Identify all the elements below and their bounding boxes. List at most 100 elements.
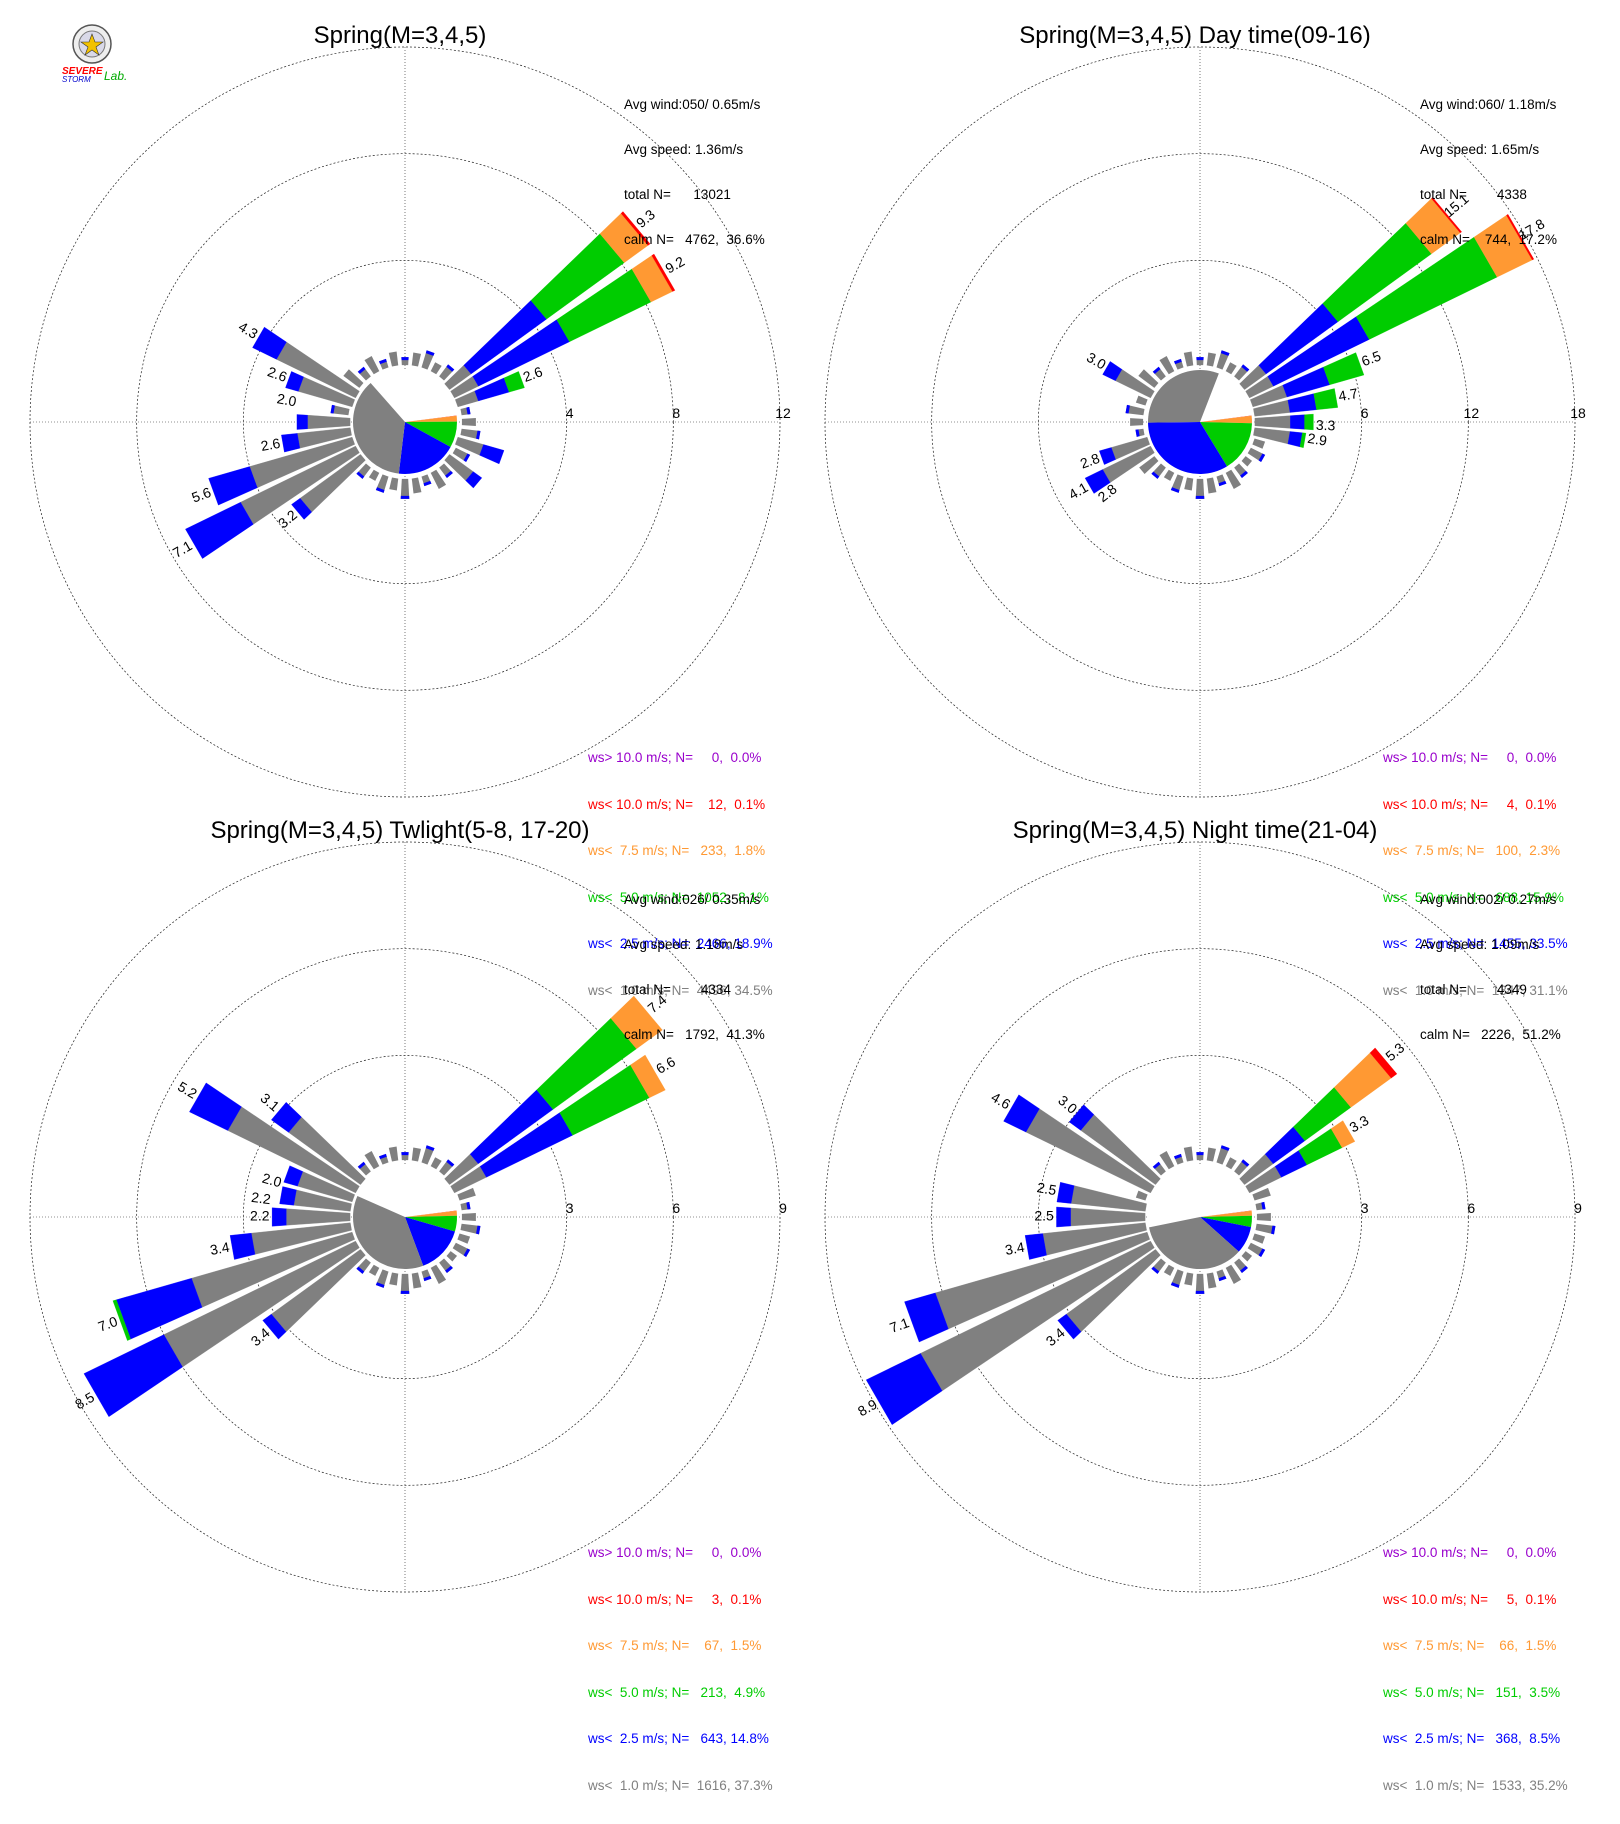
- windrose-chart-3: 3 6 95.33.33.48.97.13.42.52.54.6 3.0: [824, 841, 1582, 1593]
- bar-label: 2.5: [1034, 1208, 1054, 1224]
- rose-bar-minor-tip: [1170, 487, 1180, 493]
- chart-title: Spring(M=3,4,5) Twlight(5-8, 17-20): [210, 817, 590, 844]
- rose-bar-segment: [1506, 214, 1535, 261]
- legend-entry: ws< 2.5 m/s; N= 2466, 18.9%: [588, 936, 773, 951]
- bar-label: 5.3: [1382, 1039, 1407, 1064]
- rose-bar-segment: [252, 326, 287, 360]
- rose-bar-segment: [1070, 1185, 1147, 1212]
- calm-pie-slice: [1148, 422, 1228, 475]
- rose-bar-minor-tip: [476, 430, 481, 440]
- legend-entry: ws< 10.0 m/s; N= 5, 0.1%: [1383, 1591, 1557, 1607]
- bar-label: 3.0: [1084, 349, 1109, 373]
- rose-bar-minor: [330, 404, 350, 416]
- ring-label: 3: [1361, 1200, 1369, 1216]
- bar-label: 2.6: [521, 363, 545, 385]
- rose-bar-minor: [389, 1272, 399, 1286]
- logo-text-severe: SEVERE: [62, 66, 103, 77]
- rose-bar-minor-tip: [1151, 1266, 1160, 1274]
- rose-bar-segment: [620, 211, 651, 246]
- calm-pie-slice: [1149, 1217, 1239, 1269]
- bar-label: 2.0: [276, 390, 298, 409]
- rose-bar-segment: [296, 414, 308, 430]
- bar-label: 4.1: [1066, 479, 1091, 503]
- avg-speed: Avg speed: 1.65m/s: [1420, 142, 1540, 157]
- rose-bar-minor-tip: [1240, 1265, 1248, 1274]
- rose-bar-segment: [185, 502, 254, 559]
- legend-entry: ws< 2.5 m/s; N= 643, 14.8%: [588, 1731, 769, 1746]
- calm-pie-slice: [1200, 1210, 1252, 1217]
- rose-bar-minor: [1138, 369, 1159, 388]
- chart-title: Spring(M=3,4,5): [313, 22, 487, 49]
- rose-bar-minor: [460, 1223, 481, 1235]
- rose-bar-minor-tip: [1196, 1152, 1204, 1156]
- avg-speed: Avg speed: 1.09m/s: [1420, 937, 1540, 952]
- bar-label: 6.5: [1359, 347, 1383, 369]
- rose-bar-segment: [1056, 1206, 1071, 1228]
- rose-bar-minor-tip: [401, 1152, 409, 1156]
- legend-entry: ws< 7.5 m/s; N= 233, 1.8%: [588, 843, 766, 858]
- avg-speed: Avg speed: 1.18m/s: [624, 937, 744, 952]
- rose-bar-minor-tip: [1195, 1290, 1205, 1294]
- rose-bar-minor-tip: [375, 487, 385, 493]
- rose-bar-minor-tip: [1240, 470, 1248, 479]
- rose-bar-segment: [630, 1054, 666, 1099]
- rose-bar-minor: [430, 362, 442, 375]
- rose-bar-minor: [430, 469, 447, 489]
- rose-bar-minor: [1225, 1264, 1242, 1284]
- rose-bar-minor-tip: [423, 480, 432, 487]
- rose-bar-minor: [1183, 1146, 1194, 1162]
- rose-bar-minor: [364, 355, 380, 375]
- bar-label: 8.9: [855, 1396, 880, 1420]
- rose-bar-minor: [1206, 1147, 1216, 1162]
- calm-pie-slice: [405, 1210, 457, 1217]
- legend-entry: ws> 10.0 m/s; N= 0, 0.0%: [1383, 1545, 1557, 1560]
- logo-text-lab: Lab.: [104, 69, 127, 83]
- rose-bar-minor: [1225, 1157, 1237, 1170]
- rose-bar-minor-tip: [1218, 480, 1227, 487]
- bar-label: 4.6: [989, 1089, 1014, 1113]
- bar-label: 7.1: [170, 537, 195, 561]
- rose-bar-minor-tip: [1196, 357, 1204, 361]
- calm-pie-slice: [1148, 370, 1219, 423]
- rose-bar-minor-tip: [400, 1290, 410, 1294]
- rose-bar-minor: [1252, 1233, 1266, 1244]
- ring-label: 18: [1570, 405, 1586, 421]
- ring-label: 9: [1574, 1200, 1582, 1216]
- grid-ring: [136, 153, 674, 691]
- rose-bar-minor: [461, 418, 476, 426]
- rose-bar-segment: [1304, 413, 1314, 431]
- chart-title: Spring(M=3,4,5) Day time(09-16): [1019, 22, 1371, 49]
- rose-bar-segment: [1290, 414, 1305, 430]
- rose-bar-minor: [411, 477, 422, 494]
- legend-entry: ws< 1.0 m/s; N= 1616, 37.3%: [588, 1777, 773, 1793]
- legend-entry: ws< 10.0 m/s; N= 4, 0.1%: [1383, 796, 1557, 812]
- rose-bar-minor: [1206, 1272, 1217, 1289]
- rose-bar-minor: [364, 1150, 380, 1170]
- bar-label: 7.0: [96, 1313, 120, 1335]
- bar-label: 2.8: [1078, 450, 1102, 472]
- bar-label: 3.3: [1347, 1112, 1372, 1136]
- rose-bar-segment: [1313, 388, 1338, 410]
- avg-wind: Avg wind:026/ 0.35m/s: [624, 892, 761, 907]
- rose-bar-minor: [1159, 355, 1175, 375]
- bar-label: 8.5: [72, 1389, 97, 1413]
- bar-label: 3.4: [1004, 1239, 1026, 1258]
- rose-bar-segment: [1070, 1207, 1146, 1227]
- rose-bar-minor: [368, 469, 380, 481]
- avg-speed: Avg speed: 1.36m/s: [624, 142, 744, 157]
- rose-bar-minor: [1241, 456, 1253, 467]
- rose-bar-minor: [1130, 418, 1144, 426]
- windrose-panel: 6 12 18 15.1 17.8 6.5 4.7 3.3 2.9 2.8 4.1 2.8 3.0 Sp…: [795, 0, 1605, 998]
- legend-entry: ws< 1.0 m/s; N= 4496, 34.5%: [588, 982, 773, 998]
- rose-bar-minor-tip: [1152, 1161, 1161, 1169]
- rose-bar-segment: [1024, 1233, 1047, 1260]
- rose-bar-segment: [291, 498, 312, 520]
- rose-bar-minor: [1135, 395, 1148, 406]
- windrose-panel: 4 8 12 9.3 9.2 2.6 3.2 7.1 5.6 2.6 2.0 2.6 4.3 Sprin…: [0, 0, 810, 998]
- bar-label: 2.6: [260, 435, 282, 454]
- ring-label: 9: [779, 1200, 787, 1216]
- rose-bar-segment: [83, 1334, 183, 1417]
- rose-bar-segment: [1099, 447, 1116, 465]
- rose-bar-minor-tip: [1218, 1275, 1227, 1282]
- rose-bar-segment: [1057, 1313, 1082, 1340]
